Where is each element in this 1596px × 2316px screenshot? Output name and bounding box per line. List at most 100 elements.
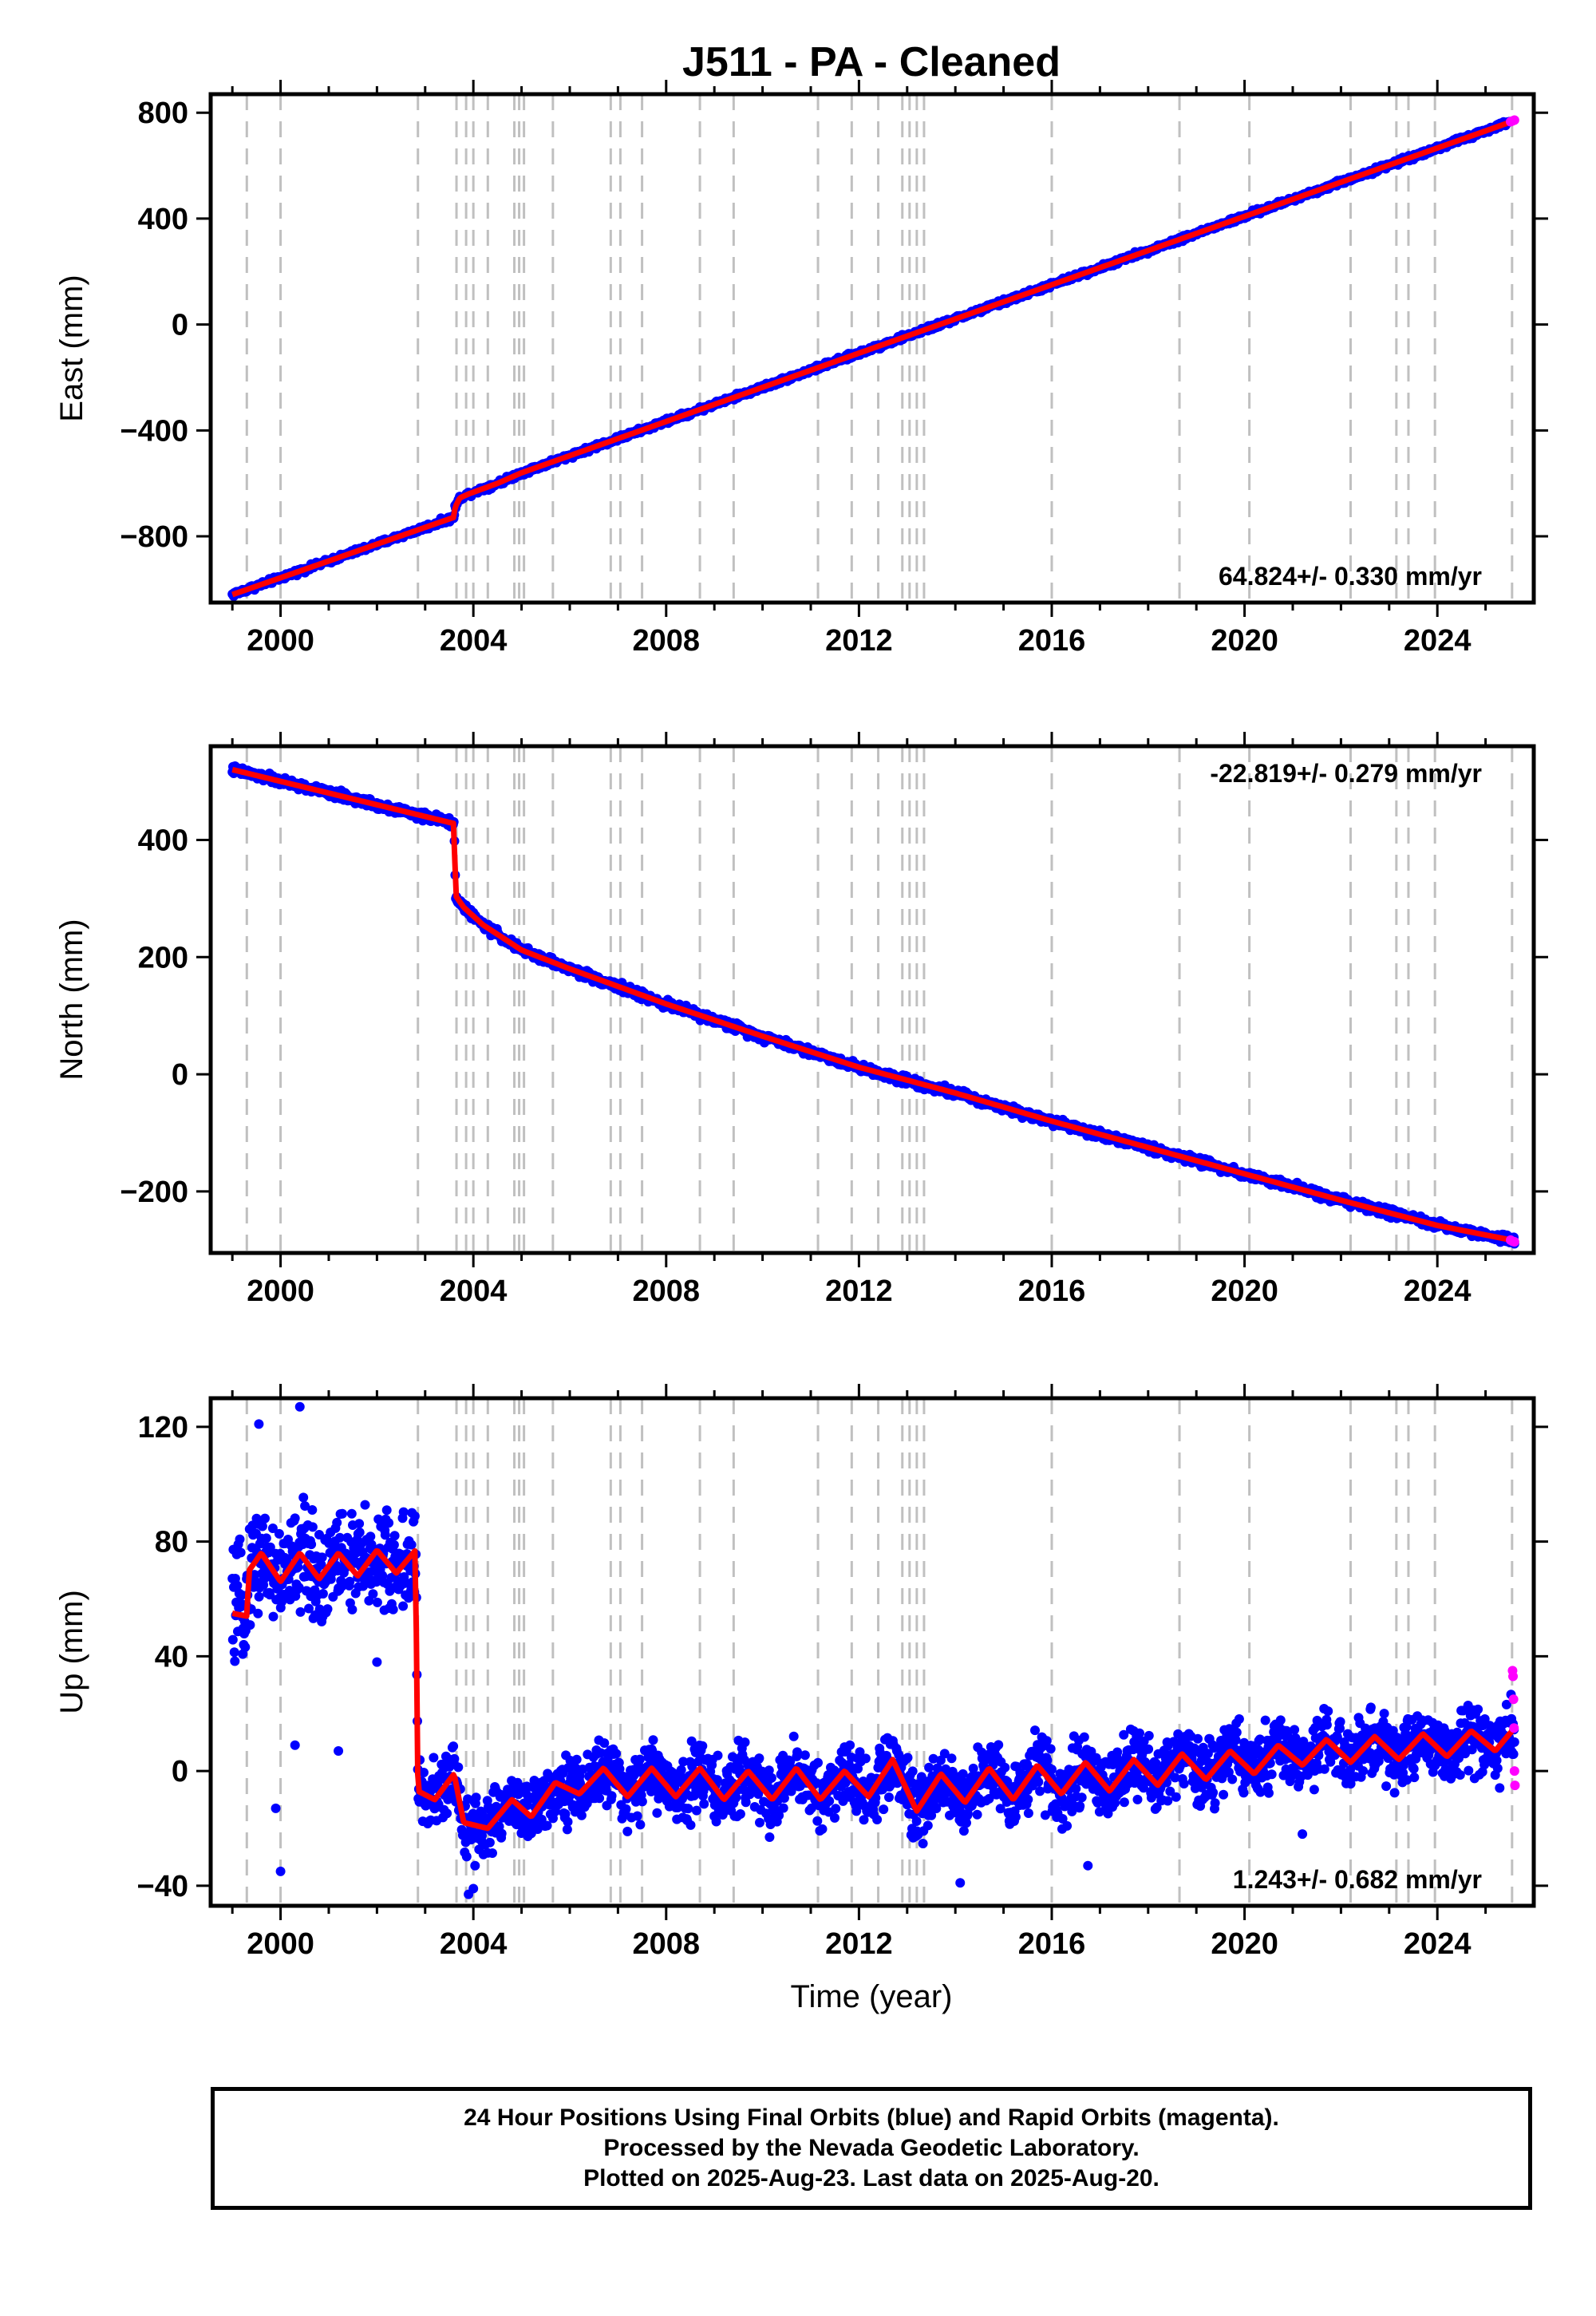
final-orbit-point: [332, 1517, 342, 1528]
rate-label: 64.824+/- 0.330 mm/yr: [1219, 562, 1482, 591]
final-orbit-point: [365, 1531, 376, 1542]
final-orbit-point: [253, 1608, 263, 1618]
final-orbit-point: [354, 1528, 365, 1538]
final-orbit-point: [442, 1808, 452, 1819]
final-orbit-point: [227, 1634, 238, 1645]
final-orbit-point: [338, 1508, 347, 1519]
final-orbit-point: [294, 1583, 304, 1593]
final-orbit-point: [381, 1505, 392, 1516]
final-orbit-point: [254, 1591, 264, 1602]
final-orbit-point: [298, 1492, 309, 1503]
figure-title: J511 - PA - Cleaned: [682, 39, 1061, 85]
final-orbit-point: [484, 1837, 495, 1848]
panel-east: 2000 2004 2008 2012 2016 2020 2024−800−4000400…: [54, 80, 1548, 658]
x-tick-label: 2012: [825, 624, 893, 658]
final-orbit-point: [389, 1539, 399, 1550]
y-axis-label: North (mm): [54, 919, 89, 1080]
x-tick-label: 2016: [1018, 1275, 1086, 1308]
rapid-orbit-point: [1509, 115, 1519, 125]
y-tick-label: 400: [138, 203, 188, 236]
panel-frame: [208, 92, 1536, 605]
final-orbit-point: [637, 1796, 647, 1807]
final-orbit-point: [235, 1547, 246, 1558]
x-tick-label: 2020: [1211, 1275, 1278, 1308]
final-orbit-point: [347, 1604, 358, 1614]
final-orbit-point: [406, 1539, 417, 1550]
model-line: [231, 117, 1516, 598]
final-orbit-point: [632, 1811, 642, 1821]
ticks: 2000 2004 2008 2012 2016 2020 2024−800−4000400…: [120, 80, 1548, 658]
x-tick-label: 2020: [1211, 624, 1278, 658]
final-orbit-point: [606, 1791, 617, 1801]
final-orbit-point: [268, 1611, 279, 1622]
final-orbit-point: [419, 1768, 429, 1777]
x-tick-label: 2000: [247, 624, 314, 658]
event-lines: [245, 746, 1514, 1253]
panel-frame: [208, 744, 1536, 1255]
model-line: [231, 766, 1516, 1244]
final-orbit-point: [318, 1589, 328, 1599]
plot-area: [227, 761, 1519, 1249]
y-axis-label: East (mm): [54, 275, 89, 421]
final-orbit-point: [360, 1500, 370, 1510]
final-orbit-point: [346, 1508, 357, 1519]
plot-area: [227, 1401, 1520, 1899]
y-tick-label: 800: [138, 97, 188, 130]
x-tick-label: 2012: [825, 1275, 893, 1308]
rapid-orbit-point: [1509, 1237, 1519, 1247]
final-orbit-point: [334, 1532, 345, 1543]
final-orbit-point: [652, 1808, 662, 1818]
final-orbit-point: [368, 1589, 378, 1599]
final-orbit-point: [496, 1828, 507, 1839]
final-orbit-point: [316, 1559, 326, 1570]
final-orbit-point: [634, 1754, 645, 1765]
final-orbit-point: [576, 1810, 587, 1820]
final-orbit-point: [274, 1528, 284, 1539]
final-orbit-point: [373, 1514, 384, 1524]
x-tick-label: 2016: [1018, 624, 1086, 658]
x-tick-label: 2004: [440, 624, 508, 658]
final-orbit-point: [257, 1521, 267, 1531]
final-orbit-point: [372, 1597, 382, 1607]
final-orbit-point: [380, 1530, 390, 1540]
final-orbit-point: [232, 1580, 243, 1591]
final-orbit-point: [245, 1620, 255, 1630]
final-orbit-points: [227, 761, 1519, 1249]
final-orbit-point: [448, 1741, 459, 1752]
event-lines: [245, 1398, 1514, 1906]
final-orbit-point: [388, 1604, 398, 1614]
final-orbit-point: [304, 1603, 314, 1614]
x-tick-label: 2024: [1404, 624, 1472, 658]
final-orbit-point: [599, 1738, 610, 1749]
final-orbit-point: [267, 1524, 278, 1533]
final-orbit-point: [389, 1531, 400, 1541]
final-orbit-point: [398, 1507, 409, 1517]
y-tick-label: −200: [120, 1176, 188, 1209]
final-orbit-point: [595, 1793, 605, 1804]
final-orbit-point: [611, 1749, 622, 1759]
final-orbit-point: [398, 1601, 409, 1611]
final-orbit-point: [683, 1804, 693, 1814]
final-orbit-point: [354, 1519, 365, 1529]
final-orbit-point: [409, 1511, 420, 1521]
panel-north: 2000 2004 2008 2012 2016 2020 2024−2000200400N…: [54, 732, 1548, 1308]
y-tick-label: −400: [120, 414, 188, 448]
final-orbit-point: [260, 1513, 270, 1524]
final-orbit-point: [621, 1804, 631, 1814]
final-orbit-point: [471, 1792, 481, 1803]
final-orbit-point: [235, 1534, 245, 1544]
final-orbit-point: [676, 1765, 686, 1775]
y-tick-label: 0: [172, 1058, 188, 1092]
rapid-orbit-points: [1506, 115, 1519, 127]
y-tick-label: 200: [138, 941, 188, 974]
final-orbit-point: [470, 1860, 480, 1871]
final-orbit-point: [571, 1754, 582, 1765]
y-tick-label: 0: [172, 309, 188, 342]
final-orbit-point: [461, 1852, 472, 1862]
final-orbit-point: [317, 1552, 327, 1563]
final-orbit-point: [307, 1505, 318, 1515]
panel-up: 2000 2004 2008 2012 2016 2020 2024−4004080120U…: [54, 1384, 1548, 1961]
final-orbit-point: [635, 1820, 646, 1830]
